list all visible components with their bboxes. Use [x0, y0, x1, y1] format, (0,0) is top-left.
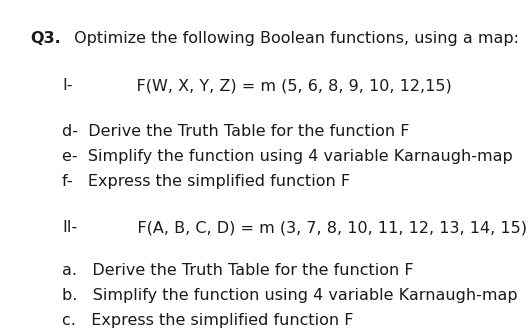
Text: c.   Express the simplified function F: c. Express the simplified function F	[62, 313, 353, 328]
Text: II-: II-	[62, 220, 77, 235]
Text: d-  Derive the Truth Table for the function F: d- Derive the Truth Table for the functi…	[62, 124, 409, 139]
Text: e-  Simplify the function using 4 variable Karnaugh-map: e- Simplify the function using 4 variabl…	[62, 149, 513, 164]
Text: Optimize the following Boolean functions, using a map:: Optimize the following Boolean functions…	[69, 31, 518, 46]
Text: b.   Simplify the function using 4 variable Karnaugh-map: b. Simplify the function using 4 variabl…	[62, 288, 517, 303]
Text: a.   Derive the Truth Table for the function F: a. Derive the Truth Table for the functi…	[62, 263, 414, 278]
Text: Q3.: Q3.	[30, 31, 61, 46]
Text: I-: I-	[62, 78, 72, 93]
Text: f-   Express the simplified function F: f- Express the simplified function F	[62, 175, 350, 189]
Text: F(W, X, Y, Z) = m (5, 6, 8, 9, 10, 12,15): F(W, X, Y, Z) = m (5, 6, 8, 9, 10, 12,15…	[75, 78, 452, 93]
Text: F(A, B, C, D) = m (3, 7, 8, 10, 11, 12, 13, 14, 15): F(A, B, C, D) = m (3, 7, 8, 10, 11, 12, …	[81, 220, 527, 235]
